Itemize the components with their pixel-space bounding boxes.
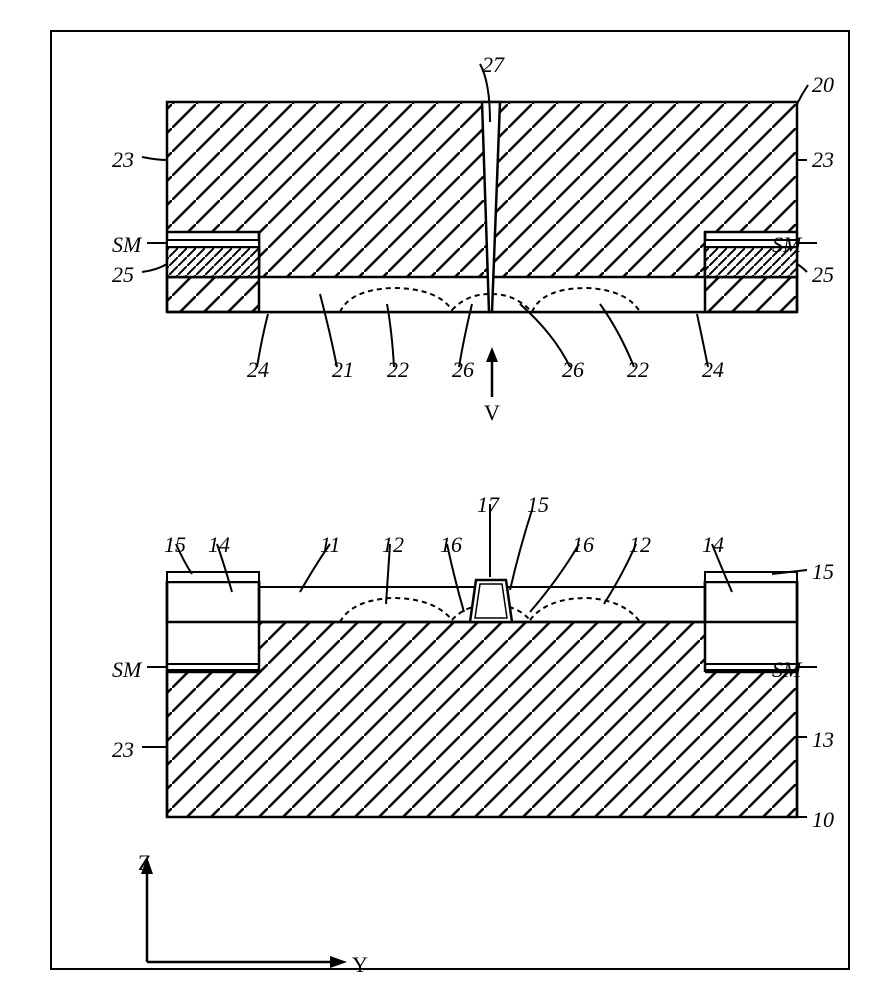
label-SMR-bot: SM: [772, 657, 801, 683]
label-11: 11: [320, 532, 340, 558]
label-12L: 12: [382, 532, 404, 558]
label-22R: 22: [627, 357, 649, 383]
label-SMR-top: SM: [772, 232, 801, 258]
label-12R: 12: [629, 532, 651, 558]
label-SML-bot: SM: [112, 657, 141, 683]
label-15L: 15: [164, 532, 186, 558]
label-24R: 24: [702, 357, 724, 383]
label-14R: 14: [702, 532, 724, 558]
label-V: V: [484, 400, 500, 426]
label-24L: 24: [247, 357, 269, 383]
label-21: 21: [332, 357, 354, 383]
label-16R: 16: [572, 532, 594, 558]
label-23-bot: 23: [112, 737, 134, 763]
label-26L: 26: [452, 357, 474, 383]
label-14L: 14: [208, 532, 230, 558]
label-23L: 23: [112, 147, 134, 173]
label-23R: 23: [812, 147, 834, 173]
label-10: 10: [812, 807, 834, 833]
label-15R: 15: [812, 559, 834, 585]
label-17: 17: [477, 492, 499, 518]
axis-z-label: Z: [138, 850, 151, 876]
figure-frame: 27 20 23 23 SM SM 25 25 24 21 22 26 26 2…: [50, 30, 850, 970]
label-15T: 15: [527, 492, 549, 518]
label-13: 13: [812, 727, 834, 753]
label-16L: 16: [440, 532, 462, 558]
label-20: 20: [812, 72, 834, 98]
bottom-structure: [52, 472, 852, 852]
label-25L: 25: [112, 262, 134, 288]
label-22L: 22: [387, 357, 409, 383]
label-25R: 25: [812, 262, 834, 288]
label-26R: 26: [562, 357, 584, 383]
axis-y-label: Y: [352, 952, 368, 978]
label-SML-top: SM: [112, 232, 141, 258]
label-27: 27: [482, 52, 504, 78]
